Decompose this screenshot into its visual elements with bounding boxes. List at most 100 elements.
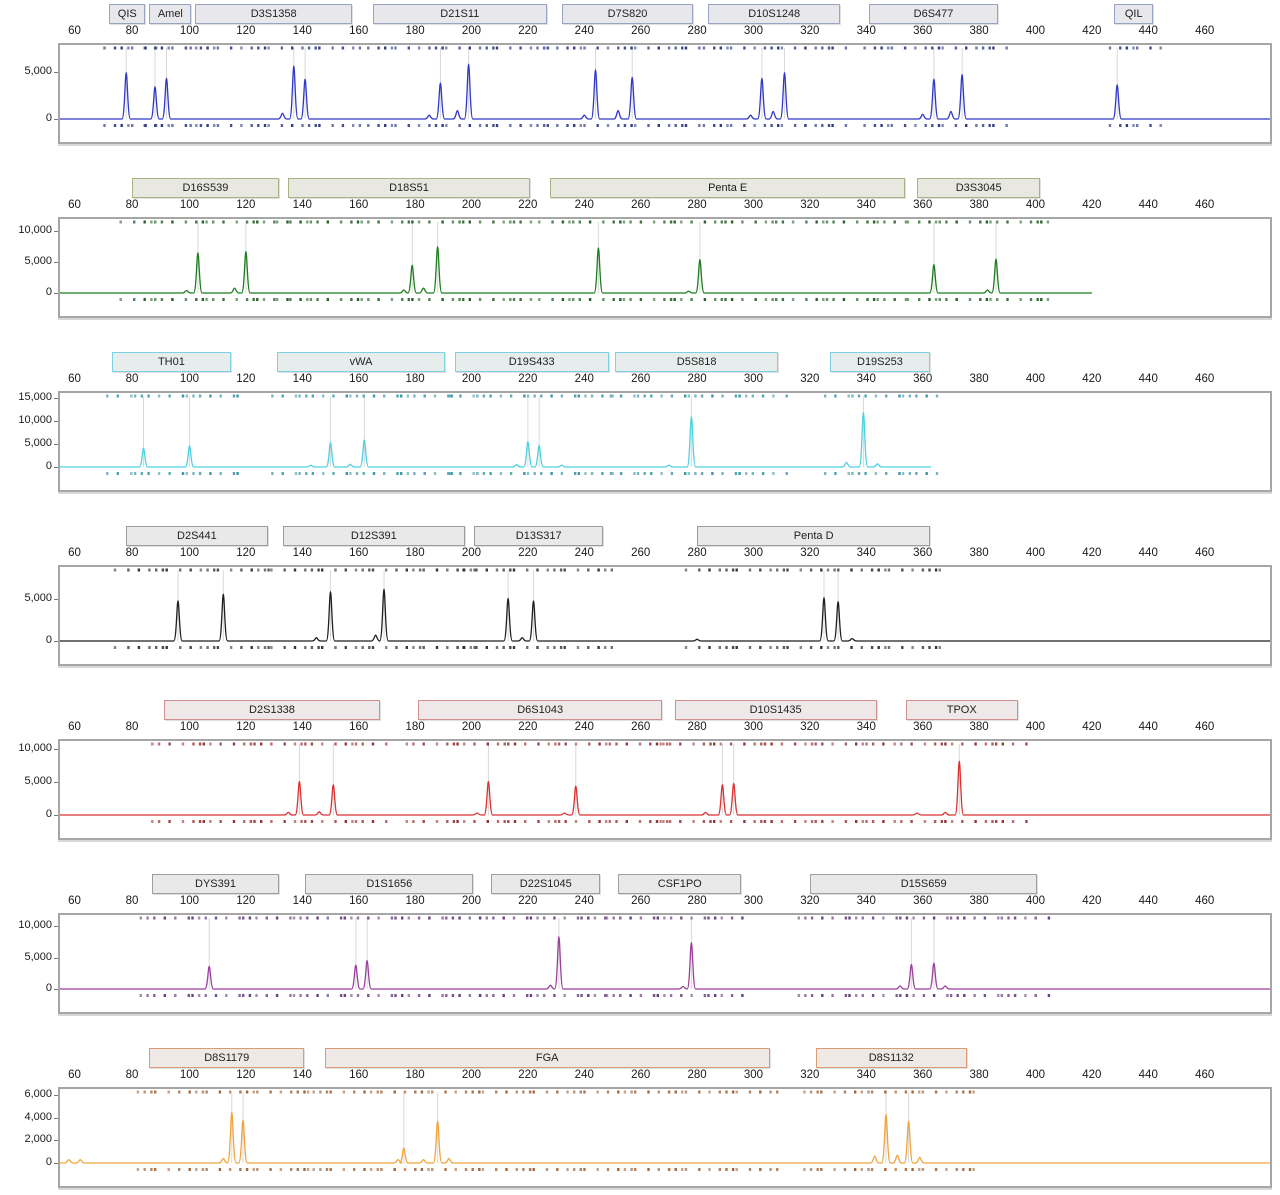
bin-marker-dash [167,46,170,50]
bin-marker-dash [502,916,505,920]
bin-marker-dash [871,742,875,746]
bin-marker-dash [763,742,767,746]
bin-marker-dash [469,646,472,649]
x-tick-label: 60 [68,1069,81,1081]
x-tick-label: 100 [179,721,200,733]
x-tick-label: 80 [125,721,139,733]
marker-box-Penta-D: Penta D [697,526,931,546]
bin-marker-dash [925,472,928,475]
x-tick-label: 160 [349,199,369,211]
bin-marker-dash [587,916,590,920]
bin-marker-dash [968,298,972,301]
bin-marker-dash [690,298,693,301]
bin-marker-dash [554,742,557,746]
bin-marker-dash [214,916,218,920]
bin-marker-dash [864,472,867,475]
x-tick-label: 440 [1138,547,1158,559]
bin-marker-dash [928,220,931,224]
bin-marker-dash [647,1168,650,1171]
bin-marker-dash [604,916,607,920]
bin-marker-dash [356,298,360,301]
bin-marker-dash [390,124,394,127]
x-tick-label: 360 [913,547,933,559]
x-tick-label: 400 [1025,895,1046,907]
bin-marker-dash [252,1168,255,1171]
marker-box-TPOX: TPOX [905,700,1018,720]
x-tick-label: 380 [969,199,989,211]
bin-marker-dash [199,568,203,572]
bin-marker-dash [844,46,848,50]
bin-marker-dash [725,646,728,649]
bin-marker-dash [735,646,738,649]
bin-marker-dash [509,394,513,398]
bin-marker-dash [680,994,683,997]
bin-marker-dash [299,298,302,301]
bin-marker-dash [824,472,827,475]
bin-marker-dash [822,298,825,301]
bin-marker-dash [910,742,913,746]
bin-marker-dash [692,742,695,746]
bin-marker-dash [349,472,352,475]
bin-marker-dash [325,1168,329,1171]
bin-marker-dash [343,994,346,997]
x-tick-label: 120 [236,199,256,211]
x-tick-label: 80 [125,199,139,211]
bin-marker-dash [106,472,109,475]
bin-marker-dash [519,220,522,224]
bin-marker-dash [554,820,557,823]
bin-marker-dash [513,742,517,746]
bin-marker-dash [229,568,233,572]
bin-marker-dash [657,1090,660,1094]
bin-marker-dash [876,298,879,301]
bin-marker-dash [339,220,343,224]
bin-marker-dash [473,820,476,823]
bin-marker-dash [937,46,941,50]
bin-marker-dash [526,394,530,398]
bin-marker-dash [596,46,599,50]
marker-box-D8S1132: D8S1132 [815,1048,967,1068]
bin-marker-dash [235,298,238,301]
bin-marker-dash [127,568,130,572]
bin-marker-dash [219,742,222,746]
bin-marker-dash [636,394,640,398]
bin-marker-dash [414,1090,417,1094]
x-tick-label: 140 [292,721,312,733]
bin-marker-dash [604,646,607,649]
bin-marker-dash [911,646,914,649]
bin-marker-dash [1040,220,1043,224]
bin-marker-dash [478,994,482,997]
bin-marker-dash [873,46,877,50]
marker-label: D15S659 [900,878,947,890]
bin-marker-dash [843,1168,847,1171]
bin-marker-dash [684,394,687,398]
bin-marker-dash [844,820,848,823]
bin-marker-dash [195,124,198,127]
bin-marker-dash [568,220,571,224]
bin-marker-dash [509,646,512,649]
bin-marker-dash [911,1168,914,1171]
bin-marker-dash [512,916,516,920]
bin-marker-dash [833,646,836,649]
x-tick-label: 400 [1025,1069,1046,1081]
bin-marker-dash [394,124,397,127]
bin-marker-dash [505,1090,508,1094]
bin-marker-dash [422,742,425,746]
bin-marker-dash [316,916,319,920]
bin-marker-dash [647,46,650,50]
bin-marker-dash [245,298,249,301]
bin-marker-dash [252,1090,255,1094]
bin-marker-dash [204,994,207,997]
bin-marker-dash [657,124,660,127]
bin-marker-dash [877,568,880,572]
marker-label: D6S477 [913,8,954,20]
bin-marker-dash [782,568,786,572]
x-tick-label: 380 [969,1069,989,1081]
bin-marker-dash [831,46,834,50]
x-tick-label: 240 [574,25,594,37]
bin-marker-dash [946,994,949,997]
bin-marker-dash [331,46,334,50]
bin-marker-dash [1019,298,1022,301]
bin-marker-dash [205,1090,208,1094]
marker-box-vWA: vWA [276,352,446,372]
x-tick-label: 420 [1082,721,1102,733]
